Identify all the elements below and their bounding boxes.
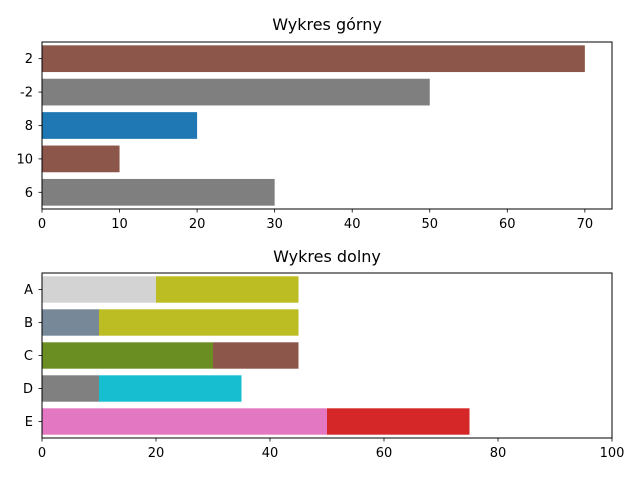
top-x-tick-label: 10	[111, 217, 128, 232]
top-x-tick-label: 40	[344, 217, 361, 232]
bottom-bar-D-segment-1	[42, 375, 99, 402]
bottom-chart-axes-frame	[41, 272, 613, 439]
top-y-tick-label: 10	[16, 152, 33, 167]
bottom-y-tick-label: B	[24, 316, 33, 331]
bottom-y-tick-label: A	[24, 283, 33, 298]
bottom-chart-y-ticks: A B C D E	[23, 283, 42, 430]
top-chart-x-ticks: 0 10 20 30 40 50 60 70	[38, 209, 593, 232]
bottom-bar-D-segment-2	[99, 375, 242, 402]
bottom-bar-B-segment-2	[99, 309, 299, 336]
bottom-y-tick-label: E	[25, 415, 33, 430]
bottom-chart-x-ticks: 0 20 40 60 80 100	[38, 438, 625, 461]
bottom-bar-A-segment-1	[42, 276, 156, 303]
top-chart-title: Wykres górny	[272, 15, 382, 34]
bottom-bar-B-segment-1	[42, 309, 99, 336]
top-bar-4	[42, 145, 120, 173]
bottom-chart-panel: Wykres dolny A B C D E 0 20 40 60 80 100	[23, 247, 624, 461]
top-y-tick-label: 6	[25, 186, 33, 201]
bottom-bar-A-segment-2	[156, 276, 299, 303]
top-y-tick-label: 8	[25, 119, 33, 134]
top-bar-1	[42, 45, 585, 73]
top-chart-axes-frame	[41, 41, 613, 210]
bottom-y-tick-label: C	[24, 349, 33, 364]
bottom-bar-E-segment-2	[327, 408, 470, 435]
bottom-x-tick-label: 80	[490, 446, 507, 461]
bottom-chart-title: Wykres dolny	[273, 247, 381, 266]
bottom-bar-C-segment-2	[213, 342, 299, 369]
top-y-tick-label: 2	[25, 52, 33, 67]
top-x-tick-label: 30	[266, 217, 283, 232]
bottom-y-tick-label: D	[23, 382, 33, 397]
bottom-x-tick-label: 100	[600, 446, 625, 461]
bottom-x-tick-label: 20	[148, 446, 165, 461]
top-bar-3	[42, 112, 198, 139]
bottom-x-tick-label: 40	[262, 446, 279, 461]
bottom-bar-E-segment-1	[42, 408, 327, 435]
top-x-tick-label: 60	[499, 217, 516, 232]
top-chart-y-ticks: 2 -2 8 10 6	[16, 52, 42, 201]
top-chart-panel: Wykres górny 2 -2 8 10 6 0 10 20 30 40 50 60 70	[16, 15, 613, 232]
bottom-x-tick-label: 0	[38, 446, 46, 461]
bottom-chart-bars	[42, 276, 470, 435]
top-y-tick-label: -2	[20, 86, 33, 101]
bottom-bar-C-segment-1	[42, 342, 213, 369]
top-bar-2	[42, 78, 430, 106]
top-x-tick-label: 20	[189, 217, 206, 232]
top-x-tick-label: 0	[38, 217, 46, 232]
bottom-x-tick-label: 60	[376, 446, 393, 461]
top-chart-bars	[42, 45, 585, 206]
top-bar-5	[42, 178, 275, 206]
top-x-tick-label: 70	[577, 217, 594, 232]
top-x-tick-label: 50	[421, 217, 438, 232]
